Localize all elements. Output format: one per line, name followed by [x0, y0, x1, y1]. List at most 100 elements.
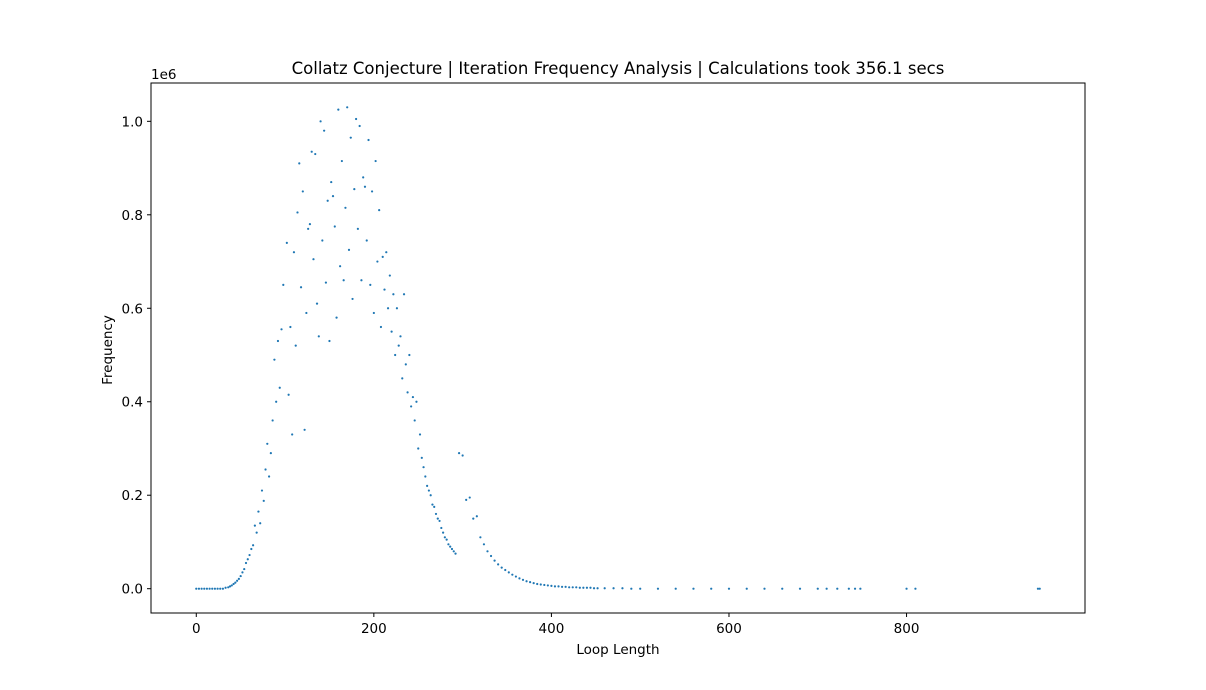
scatter-point — [546, 584, 549, 587]
scatter-point — [461, 454, 464, 457]
scatter-point — [692, 587, 695, 590]
x-axis-label: Loop Length — [576, 642, 659, 658]
scatter-point — [262, 499, 265, 502]
scatter-point — [317, 335, 320, 338]
scatter-point — [493, 559, 496, 562]
scatter-point — [301, 190, 304, 193]
scatter-point — [319, 120, 322, 123]
scatter-point — [243, 567, 246, 571]
scatter-point — [452, 550, 455, 553]
scatter-point — [442, 531, 445, 534]
scatter-point — [285, 241, 288, 244]
scatter-point — [443, 536, 446, 539]
scatter-point — [489, 554, 493, 558]
scatter-point — [363, 185, 367, 188]
scatter-point — [853, 587, 857, 590]
scatter-point — [914, 587, 917, 590]
scatter-point — [340, 159, 343, 163]
y-axis-label: Frequency — [100, 315, 116, 385]
plot-area — [150, 82, 1086, 614]
scatter-point — [596, 587, 599, 590]
scatter-point — [436, 517, 439, 520]
scatter-point — [397, 344, 400, 347]
y-tick-label: 0.4 — [122, 395, 143, 411]
scatter-point — [465, 498, 468, 501]
scatter-point — [433, 505, 436, 509]
scatter-point — [294, 344, 297, 347]
scatter-point — [560, 585, 564, 588]
scatter-point — [404, 363, 407, 366]
scatter-point — [239, 574, 242, 578]
scatter-point — [236, 579, 239, 582]
scatter-point — [200, 587, 203, 590]
scatter-point — [486, 550, 489, 553]
scatter-point — [539, 583, 542, 586]
scatter-point — [1036, 587, 1040, 590]
scatter-point — [639, 587, 642, 590]
y-tick-label: 1.0 — [122, 114, 143, 130]
axes-frame — [150, 82, 1086, 614]
scatter-point — [612, 587, 615, 590]
scatter-point — [280, 328, 283, 331]
scatter-point — [342, 279, 345, 282]
scatter-point — [445, 538, 448, 541]
scatter-point — [497, 563, 500, 566]
scatter-point — [228, 585, 232, 588]
scatter-point — [213, 587, 217, 590]
scatter-point — [219, 587, 222, 590]
scatter-point — [337, 108, 340, 111]
scatter-point — [422, 466, 425, 469]
scatter-point — [564, 585, 567, 588]
x-tick-label: 600 — [716, 621, 742, 637]
scatter-point — [410, 405, 413, 408]
scatter-point — [367, 138, 370, 142]
scatter-point — [521, 578, 525, 581]
scatter-point — [250, 547, 253, 551]
scatter-point — [500, 566, 503, 569]
x-tick-label: 0 — [192, 621, 201, 637]
scatter-point — [349, 136, 352, 139]
scatter-point — [376, 260, 379, 263]
scatter-point — [417, 447, 420, 450]
scatter-point — [536, 582, 539, 586]
scatter-point — [589, 586, 592, 589]
scatter-point — [347, 248, 351, 251]
scatter-point — [420, 456, 423, 459]
scatter-point — [525, 580, 528, 583]
scatter-point — [259, 522, 262, 525]
scatter-point — [365, 239, 368, 242]
scatter-point — [656, 587, 660, 590]
scatter-point — [518, 577, 521, 580]
scatter-point — [216, 587, 219, 590]
scatter-point — [331, 195, 335, 198]
scatter-point — [221, 587, 225, 590]
scatter-point — [411, 395, 415, 399]
scatter-point — [568, 586, 571, 589]
scatter-point — [406, 391, 409, 394]
chart-title: Collatz Conjecture | Iteration Frequency… — [292, 59, 945, 78]
scatter-point — [438, 519, 441, 523]
scatter-point — [354, 117, 358, 121]
scatter-point — [299, 286, 303, 289]
scatter-point — [253, 524, 256, 527]
scatter-point — [388, 274, 391, 277]
scatter-point — [440, 526, 443, 530]
scatter-point — [674, 587, 677, 590]
scatter-point — [592, 587, 596, 590]
scatter-point — [1038, 587, 1041, 590]
scatter-point — [264, 468, 267, 471]
scatter-point — [386, 307, 390, 310]
scatter-point — [308, 223, 312, 226]
scatter-point — [825, 587, 828, 590]
scatter-point — [356, 227, 359, 230]
scatter-point — [232, 582, 235, 586]
scatter-point — [255, 531, 258, 534]
scatter-point — [431, 503, 434, 506]
scatter-point — [252, 544, 255, 547]
scatter-point — [424, 475, 427, 478]
scatter-point — [358, 124, 361, 128]
x-tick-label: 200 — [361, 621, 387, 637]
scatter-point — [571, 586, 574, 589]
